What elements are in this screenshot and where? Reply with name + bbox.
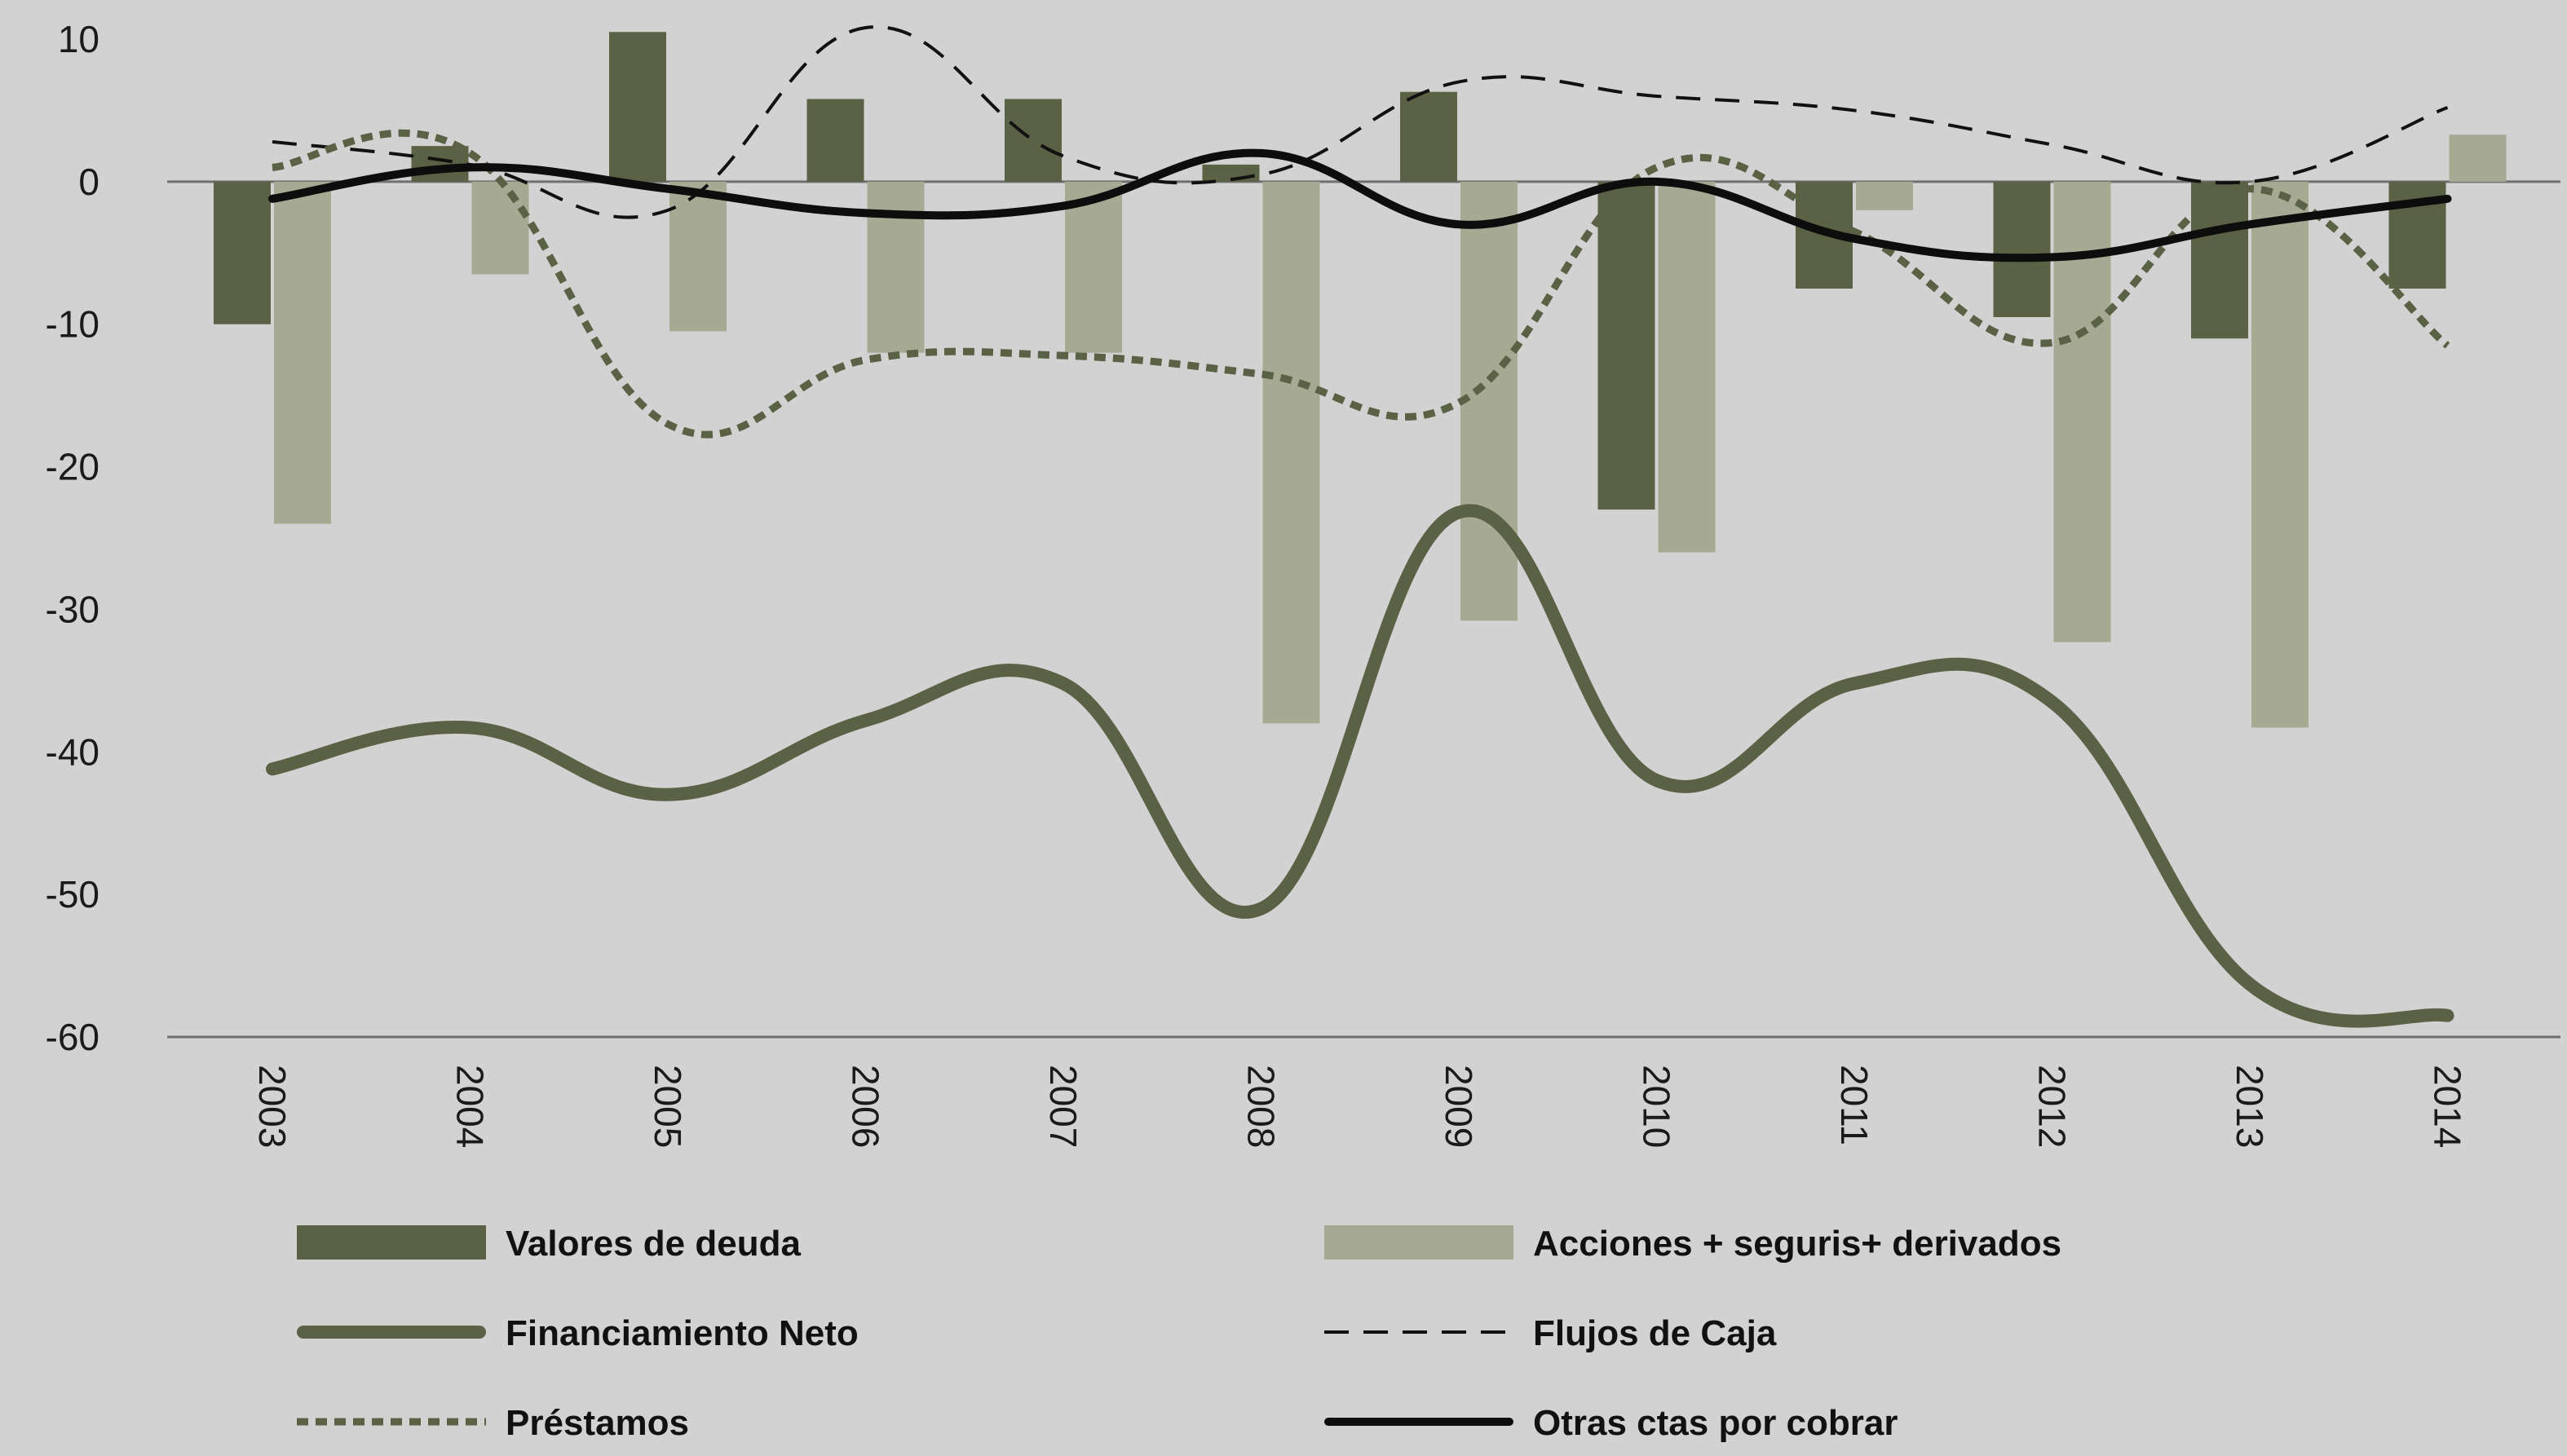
y-tick-label: -30 <box>46 588 99 630</box>
bar-valores-de-deuda-2003 <box>214 181 271 324</box>
bar-acciones-seguris-derivados-2014 <box>2449 135 2507 182</box>
legend-label-flujos-de-caja: Flujos de Caja <box>1533 1313 1777 1353</box>
line-series-financiamiento-neto <box>266 504 2454 1028</box>
x-tick-label: 2005 <box>647 1065 689 1148</box>
y-tick-label: -40 <box>46 730 99 773</box>
bar-valores-de-deuda-2012 <box>1993 181 2051 317</box>
y-tick-label: -60 <box>46 1016 99 1058</box>
bar-valores-de-deuda-2010 <box>1597 181 1655 510</box>
x-tick-label: 2004 <box>448 1065 491 1148</box>
legend: Valores de deuda Acciones + seguris+ deri… <box>297 1224 2061 1443</box>
bar-valores-de-deuda-2009 <box>1400 91 1457 182</box>
bar-acciones-seguris-derivados-2010 <box>1658 181 1716 553</box>
bar-acciones-seguris-derivados-2013 <box>2251 181 2309 728</box>
line-series-flujos-de-caja <box>272 25 2449 219</box>
y-tick-label: 0 <box>78 161 99 203</box>
bar-acciones-seguris-derivados-2006 <box>867 181 925 353</box>
line-series-otras-ctas-por-cobrar <box>268 148 2452 263</box>
x-tick-label: 2008 <box>1239 1065 1282 1148</box>
legend-label-financiamiento-neto: Financiamiento Neto <box>506 1313 859 1353</box>
legend-label-otras-ctas-por-cobrar: Otras ctas por cobrar <box>1533 1403 1898 1443</box>
bar-acciones-seguris-derivados-2005 <box>669 181 727 332</box>
y-tick-label: -10 <box>46 303 99 346</box>
x-tick-label: 2012 <box>2030 1065 2073 1148</box>
x-tick-label: 2014 <box>2426 1065 2468 1148</box>
bar-valores-de-deuda-2007 <box>1005 99 1062 182</box>
x-tick-label: 2003 <box>251 1065 294 1148</box>
x-tick-label: 2007 <box>1042 1065 1085 1148</box>
bar-acciones-seguris-derivados-2011 <box>1856 181 1913 210</box>
bar-valores-de-deuda-2006 <box>806 99 864 182</box>
bar-valores-de-deuda-2005 <box>609 32 666 182</box>
legend-label-prestamos: Préstamos <box>506 1403 689 1443</box>
bar-series-acciones-seguris-derivados <box>274 135 2507 728</box>
x-tick-label: 2006 <box>844 1065 886 1148</box>
line-series-prestamos <box>272 129 2450 439</box>
bar-series-valores-de-deuda <box>214 32 2446 510</box>
legend-label-acciones-seguris-derivados: Acciones + seguris+ derivados <box>1533 1224 2061 1264</box>
y-tick-label: -50 <box>46 873 99 916</box>
x-tick-label: 2013 <box>2229 1065 2271 1148</box>
x-tick-label: 2011 <box>1833 1065 1876 1145</box>
bar-acciones-seguris-derivados-2003 <box>274 181 331 524</box>
bar-acciones-seguris-derivados-2007 <box>1065 181 1122 353</box>
bar-acciones-seguris-derivados-2008 <box>1262 181 1320 724</box>
legend-swatch-valores-de-deuda <box>297 1225 486 1260</box>
y-tick-label: -20 <box>46 446 99 488</box>
y-tick-label: 10 <box>58 18 99 60</box>
legend-label-valores-de-deuda: Valores de deuda <box>506 1224 801 1264</box>
legend-swatch-acciones-seguris-derivados <box>1324 1225 1513 1260</box>
bar-acciones-seguris-derivados-2009 <box>1460 181 1518 621</box>
x-tick-label: 2009 <box>1438 1065 1480 1148</box>
bar-acciones-seguris-derivados-2004 <box>471 181 529 275</box>
x-tick-label: 2010 <box>1635 1065 1677 1148</box>
